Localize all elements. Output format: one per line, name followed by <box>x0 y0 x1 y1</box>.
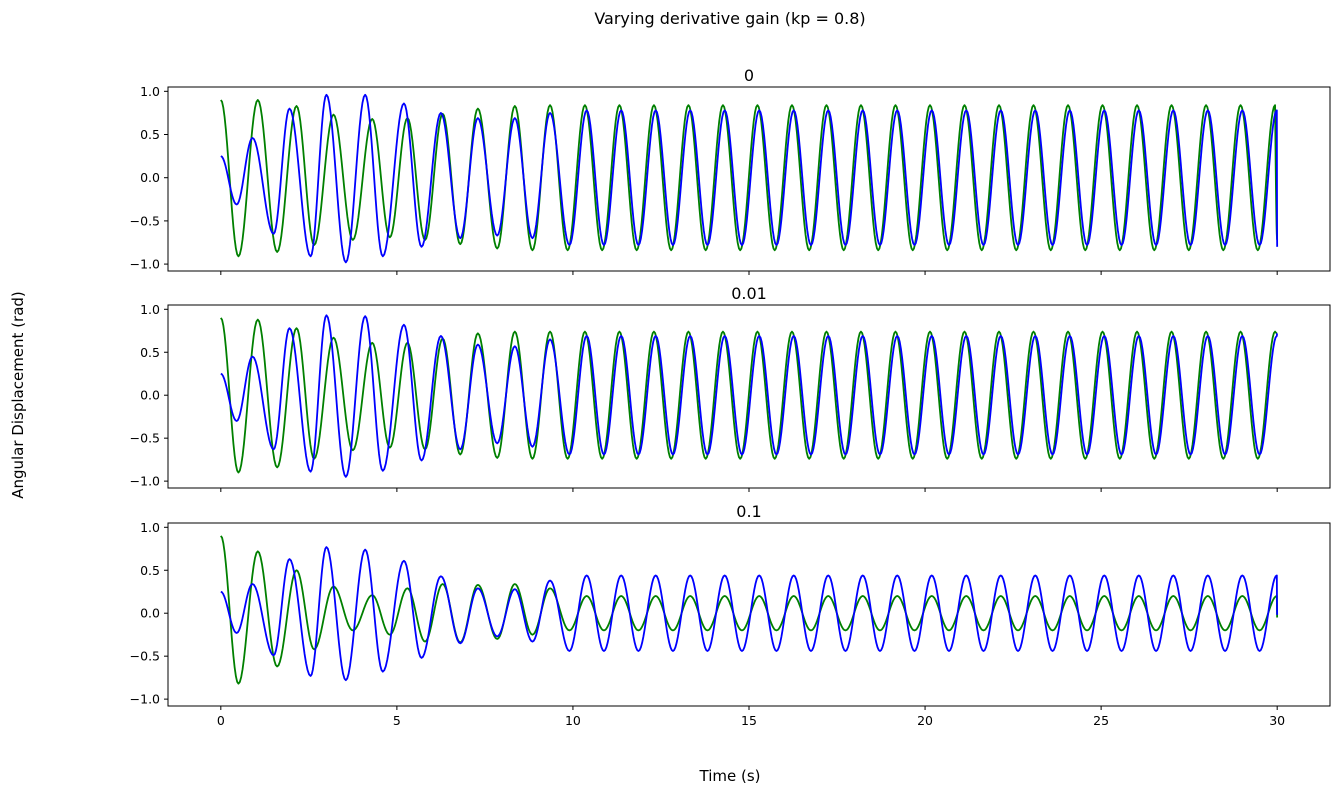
x-tick-label: 30 <box>1269 713 1285 728</box>
y-tick-label: −1.0 <box>130 257 160 272</box>
y-tick-label: 0.5 <box>140 127 160 142</box>
y-tick-label: 0.5 <box>140 345 160 360</box>
x-tick-label: 10 <box>565 713 581 728</box>
y-tick-label: −0.5 <box>130 431 160 446</box>
y-tick-label: 1.0 <box>140 84 160 99</box>
y-tick-label: −1.0 <box>130 692 160 707</box>
figure-suptitle: Varying derivative gain (kp = 0.8) <box>594 9 865 28</box>
x-tick-label: 15 <box>741 713 757 728</box>
y-tick-label: −0.5 <box>130 649 160 664</box>
y-tick-label: −0.5 <box>130 213 160 228</box>
axes-frame <box>167 522 1331 707</box>
subplot-title: 0 <box>744 66 754 85</box>
y-tick-label: 0.0 <box>140 388 160 403</box>
y-tick-label: 1.0 <box>140 302 160 317</box>
series-line-blue <box>220 93 1279 264</box>
subplot-title: 0.01 <box>731 284 767 303</box>
subplot-0: 0 −1.0 −0.5 0.0 0.5 1.0 <box>130 66 1331 275</box>
subplot-title: 0.1 <box>736 502 761 521</box>
y-tick-label: −1.0 <box>130 474 160 489</box>
subplot-panels: 0−1.0−0.50.00.51.00.01−1.0−0.50.00.51.00… <box>130 66 1331 728</box>
figure-xlabel: Time (s) <box>699 767 761 785</box>
series-line-green <box>220 99 1279 258</box>
y-tick-label: 0.0 <box>140 170 160 185</box>
y-tick-label: 0.5 <box>140 563 160 578</box>
subplot-1: 0.01 −1.0 −0.5 0.0 0.5 1.0 <box>130 284 1331 492</box>
x-tick-label: 5 <box>393 713 401 728</box>
x-tick-label: 0 <box>217 713 225 728</box>
figure-ylabel: Angular Displacement (rad) <box>9 291 27 499</box>
series-line-green <box>220 317 1278 474</box>
y-tick-label: 0.0 <box>140 606 160 621</box>
series-line-blue <box>220 314 1279 478</box>
x-tick-label: 20 <box>917 713 933 728</box>
x-tick-label: 25 <box>1093 713 1109 728</box>
subplot-2: 0.1 −1.0 −0.5 0.0 0.5 1.0 0 5 10 15 20 25 30 <box>130 502 1331 728</box>
y-tick-label: 1.0 <box>140 520 160 535</box>
series-line-blue <box>220 546 1279 682</box>
